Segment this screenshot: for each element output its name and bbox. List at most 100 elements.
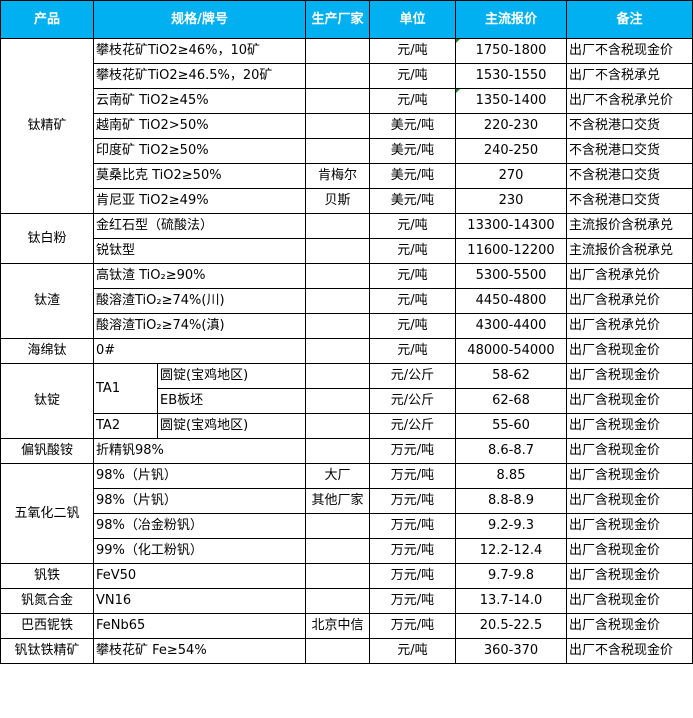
table-row: 攀枝花矿TiO2≥46.5%，20矿 元/吨 1530-1550 出厂不含税承兑 — [1, 63, 693, 89]
unit-cell: 美元/吨 — [369, 138, 456, 164]
maker-cell — [305, 563, 370, 589]
table-row: 98%（冶金粉钒） 万元/吨 9.2-9.3 出厂含税现金价 — [1, 513, 693, 539]
spec-cell: 0# — [93, 338, 306, 364]
note-cell: 出厂含税现金价 — [566, 463, 693, 489]
note-cell: 出厂含税现金价 — [566, 363, 693, 389]
product-cell: 钒氮合金 — [0, 588, 94, 614]
maker-cell — [305, 438, 370, 464]
price-cell: 20.5-22.5 — [455, 613, 567, 639]
maker-cell: 大厂 — [305, 463, 370, 489]
maker-cell — [305, 538, 370, 564]
table-row: 钛锭 TA1 圆锭(宝鸡地区) 元/公斤 58-62 出厂含税现金价 — [0, 363, 693, 439]
unit-cell: 元/吨 — [369, 38, 456, 64]
price-cell: 8.85 — [455, 463, 567, 489]
table-row: 酸溶渣TiO₂≥74%(川) 元/吨 4450-4800 出厂含税承兑价 — [1, 288, 693, 314]
header-maker: 生产厂家 — [305, 0, 370, 39]
table-row: 越南矿 TiO2>50% 美元/吨 220-230 不含税港口交货 — [1, 113, 693, 139]
unit-cell: 万元/吨 — [369, 488, 456, 514]
spec-cell: 圆锭(宝鸡地区) — [157, 413, 306, 439]
header-product: 产品 — [0, 0, 94, 39]
unit-cell: 万元/吨 — [369, 438, 456, 464]
price-cell: 4450-4800 — [455, 288, 567, 314]
spec-cell: 99%（化工粉钒） — [93, 538, 306, 564]
unit-cell: 元/吨 — [369, 263, 456, 289]
note-cell: 出厂含税现金价 — [566, 438, 693, 464]
table-row: 肯尼亚 TiO2≥49% 贝斯 美元/吨 230 不含税港口交货 — [1, 188, 693, 214]
maker-cell — [305, 513, 370, 539]
header-spec: 规格/牌号 — [93, 0, 306, 39]
maker-cell: 其他厂家 — [305, 488, 370, 514]
unit-cell: 美元/吨 — [369, 113, 456, 139]
unit-cell: 万元/吨 — [369, 463, 456, 489]
maker-cell — [305, 638, 370, 664]
maker-cell — [305, 113, 370, 139]
unit-cell: 元/公斤 — [369, 388, 456, 414]
note-cell: 出厂含税现金价 — [566, 538, 693, 564]
spec-cell: 印度矿 TiO2≥50% — [93, 138, 306, 164]
price-cell: 11600-12200 — [455, 238, 567, 264]
maker-cell — [305, 63, 370, 89]
table-row: 云南矿 TiO2≥45% 元/吨 1350-1400 出厂不含税承兑价 — [1, 88, 693, 114]
note-cell: 不含税港口交货 — [566, 188, 693, 214]
unit-cell: 元/吨 — [369, 88, 456, 114]
table-row: 巴西铌铁 FeNb65 北京中信 万元/吨 20.5-22.5 出厂含税现金价 — [0, 613, 693, 639]
product-cell: 钛精矿 — [0, 38, 94, 214]
note-cell: 主流报价含税承兑 — [566, 238, 693, 264]
note-cell: 出厂含税现金价 — [566, 413, 693, 439]
note-cell: 出厂不含税承兑 — [566, 63, 693, 89]
maker-cell: 北京中信 — [305, 613, 370, 639]
price-cell: 1530-1550 — [455, 63, 567, 89]
unit-cell: 元/吨 — [369, 338, 456, 364]
unit-cell: 万元/吨 — [369, 588, 456, 614]
table-row: 钒钛铁精矿 攀枝花矿 Fe≥54% 元/吨 360-370 出厂不含税现金价 — [0, 638, 693, 664]
table-row: 钛精矿 攀枝花矿TiO2≥46%，10矿 元/吨 1750-1800 出厂不含税现金价 — [0, 38, 693, 214]
table-row: 海绵钛 0# 元/吨 48000-54000 出厂含税现金价 — [0, 338, 693, 364]
unit-cell: 元/吨 — [369, 313, 456, 339]
price-cell: 230 — [455, 188, 567, 214]
price-cell: 58-62 — [455, 363, 567, 389]
spec-cell: 折精钒98% — [93, 438, 306, 464]
price-cell: 8.8-8.9 — [455, 488, 567, 514]
spec-cell: EB板坯 — [157, 388, 306, 414]
maker-cell — [305, 363, 370, 389]
price-cell: 9.7-9.8 — [455, 563, 567, 589]
price-cell: 8.6-8.7 — [455, 438, 567, 464]
product-cell: 钛白粉 — [0, 213, 94, 264]
table-row: 钒氮合金 VN16 万元/吨 13.7-14.0 出厂含税现金价 — [0, 588, 693, 614]
spec-cell: FeV50 — [93, 563, 306, 589]
note-cell: 主流报价含税承兑 — [566, 213, 693, 239]
spec-cell: 98%（片钒） — [93, 488, 306, 514]
table-row: 98%（片钒） 其他厂家 万元/吨 8.8-8.9 出厂含税现金价 — [1, 488, 693, 514]
note-cell: 不含税港口交货 — [566, 138, 693, 164]
table-row: 莫桑比克 TiO2≥50% 肯梅尔 美元/吨 270 不含税港口交货 — [1, 163, 693, 189]
price-cell: 220-230 — [455, 113, 567, 139]
note-cell: 出厂含税现金价 — [566, 588, 693, 614]
table-row: 印度矿 TiO2≥50% 美元/吨 240-250 不含税港口交货 — [1, 138, 693, 164]
header-row: 产品 规格/牌号 生产厂家 单位 主流报价 备注 — [0, 0, 693, 39]
unit-cell: 元/吨 — [369, 288, 456, 314]
price-cell: 4300-4400 — [455, 313, 567, 339]
spec-cell: 攀枝花矿TiO2≥46%，10矿 — [93, 38, 306, 64]
unit-cell: 元/公斤 — [369, 363, 456, 389]
header-unit: 单位 — [369, 0, 456, 39]
maker-cell — [305, 588, 370, 614]
maker-cell — [305, 263, 370, 289]
unit-cell: 元/吨 — [369, 63, 456, 89]
maker-cell — [305, 238, 370, 264]
unit-cell: 元/吨 — [369, 213, 456, 239]
spec-cell: 莫桑比克 TiO2≥50% — [93, 163, 306, 189]
spec-cell: 98%（冶金粉钒） — [93, 513, 306, 539]
spec-cell: 金红石型（硫酸法） — [93, 213, 306, 239]
price-cell: 13.7-14.0 — [455, 588, 567, 614]
price-cell: 240-250 — [455, 138, 567, 164]
spec-cell: 酸溶渣TiO₂≥74%(川) — [93, 288, 306, 314]
unit-cell: 万元/吨 — [369, 538, 456, 564]
header-price: 主流报价 — [455, 0, 567, 39]
price-cell: 55-60 — [455, 413, 567, 439]
maker-cell — [305, 288, 370, 314]
spec-cell: 肯尼亚 TiO2≥49% — [93, 188, 306, 214]
note-cell: 出厂含税现金价 — [566, 563, 693, 589]
maker-cell — [305, 138, 370, 164]
spec-cell: 越南矿 TiO2>50% — [93, 113, 306, 139]
unit-cell: 万元/吨 — [369, 513, 456, 539]
